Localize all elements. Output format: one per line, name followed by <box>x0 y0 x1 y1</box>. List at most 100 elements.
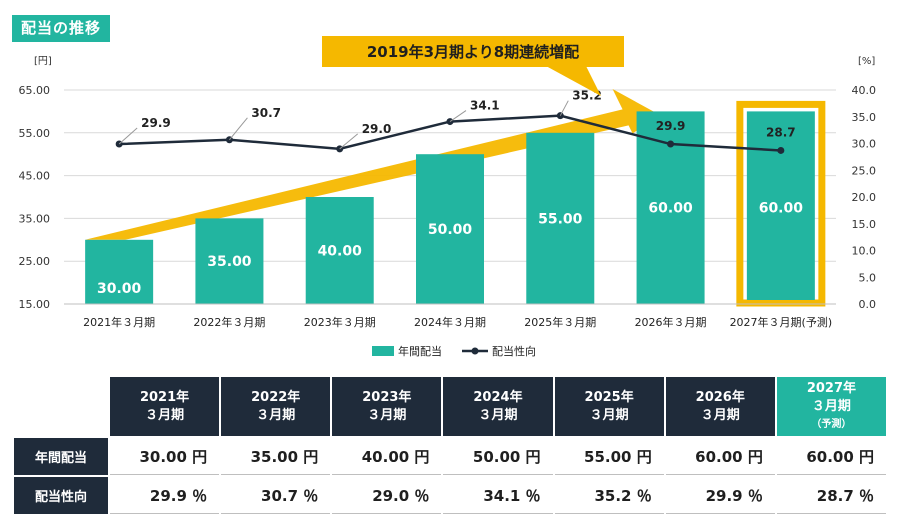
bar-series: 30.00 35.00 40.00 50.00 55.00 60.00 60.00 <box>85 100 826 307</box>
header-year: 2024年 <box>473 389 523 405</box>
dividend-table: 2021年 ３月期 2022年 ３月期 2023年 ３月期 2024年 ３月期 2025… <box>12 375 888 516</box>
table-header-2026: 2026年 ３月期 <box>665 377 775 436</box>
table-cell: 29.9 ％ <box>665 477 775 514</box>
line-value-label: 28.7 <box>766 125 796 139</box>
bar <box>416 154 484 304</box>
legend-layer: 年間配当 配当性向 <box>372 344 536 358</box>
header-period: ３月期 <box>256 407 296 423</box>
label-leader <box>118 127 138 145</box>
table-header-2025: 2025年 ３月期 <box>554 377 664 436</box>
table-cell: 30.7 ％ <box>221 477 331 514</box>
y-left-tick-label: 35.00 <box>19 212 51 225</box>
bar-value-label: 60.00 <box>648 201 693 217</box>
header-year: 2027年 <box>806 380 857 396</box>
table-cell: 60.00 円 <box>665 438 775 475</box>
legend-label-bar: 年間配当 <box>398 344 442 358</box>
legend-swatch-point <box>471 347 479 355</box>
table-header-2021: 2021年 ３月期 <box>110 377 220 436</box>
table-cell: 35.2 ％ <box>554 477 664 514</box>
bar-value-label: 50.00 <box>428 222 473 238</box>
y-left-tick-label: 65.00 <box>19 84 51 97</box>
bar-value-label: 60.00 <box>759 201 804 217</box>
bar <box>746 111 815 301</box>
y-left-unit: [円] <box>34 56 52 67</box>
y-right-tick-label: 10.0 <box>852 245 877 258</box>
header-year: 2026年 <box>695 389 745 405</box>
line-value-label: 29.9 <box>141 116 171 130</box>
y-right-tick-label: 20.0 <box>852 191 877 204</box>
label-leader <box>449 110 467 122</box>
legend-swatch-bar <box>372 346 394 356</box>
label-leader <box>339 133 359 150</box>
x-tick-label: 2025年３月期 <box>524 315 596 329</box>
table-header-2024: 2024年 ３月期 <box>443 377 553 436</box>
header-period: ３月期 <box>367 407 407 423</box>
bar <box>195 218 264 304</box>
line-value-label: 34.1 <box>470 99 500 113</box>
header-year: 2021年 <box>139 389 190 405</box>
table-header-2022: 2022年 ３月期 <box>221 377 331 436</box>
table-cell: 30.00 円 <box>110 438 220 475</box>
line-value-label: 29.9 <box>656 119 686 133</box>
header-note: （予測） <box>811 418 852 430</box>
y-right-tick-label: 35.0 <box>852 111 877 124</box>
table-cell: 55.00 円 <box>554 438 664 475</box>
y-right-tick-label: 5.0 <box>859 271 877 284</box>
line-value-label: 30.7 <box>251 106 281 120</box>
chart-title: 配当の推移 <box>12 15 111 42</box>
bar <box>85 239 154 304</box>
header-period: ３月期 <box>589 407 629 423</box>
y-right-tick-label: 0.0 <box>859 298 877 311</box>
line-point <box>667 140 675 148</box>
dividend-chart: 30.00 35.00 40.00 50.00 55.00 60.00 60.00 29.9… <box>19 36 877 358</box>
table-row: 配当性向 29.9 ％ 30.7 ％ 29.0 ％ 34.1 ％ 35.2 ％ … <box>14 477 886 514</box>
bar-value-label: 35.00 <box>207 254 252 270</box>
table-header-2023: 2023年 ３月期 <box>332 377 442 436</box>
callout-pointer <box>546 66 601 96</box>
bar-value-label: 40.00 <box>318 244 363 260</box>
label-leader <box>229 117 248 141</box>
table-cell: 34.1 ％ <box>443 477 553 514</box>
x-tick-label: 2021年３月期 <box>83 315 155 329</box>
y-right-tick-label: 15.0 <box>852 218 877 231</box>
header-year: 2022年 <box>251 389 301 405</box>
x-tick-label: 2022年３月期 <box>193 315 265 329</box>
table-header-2027: 2027年 ３月期 （予測） <box>776 377 886 436</box>
callout-box <box>322 36 624 67</box>
y-left-tick-label: 25.00 <box>19 255 51 268</box>
callout-layer: 2019年3月期より8期連続増配 <box>322 36 624 96</box>
legend-label-line: 配当性向 <box>492 344 536 358</box>
line-point <box>777 146 785 154</box>
table-header-row: 2021年 ３月期 2022年 ３月期 2023年 ３月期 2024年 ３月期 2025… <box>14 377 886 436</box>
table-row: 年間配当 30.00 円 35.00 円 40.00 円 50.00 円 55.… <box>14 438 886 475</box>
line-value-label: 29.0 <box>362 122 392 136</box>
bar-value-label: 30.00 <box>97 281 142 297</box>
table-cell: 28.7 ％ <box>776 477 886 514</box>
forecast-highlight-frame <box>736 100 826 307</box>
x-tick-label: 2026年３月期 <box>635 315 707 329</box>
y-left-tick-label: 15.00 <box>19 298 51 311</box>
label-leader <box>559 100 569 116</box>
header-period: ３月期 <box>478 407 518 423</box>
table-cell: 35.00 円 <box>221 438 331 475</box>
table-cell: 29.0 ％ <box>332 477 442 514</box>
header-year: 2025年 <box>584 389 634 405</box>
row-label-payout: 配当性向 <box>14 477 108 514</box>
table-corner <box>14 377 108 436</box>
header-period: ３月期 <box>811 398 851 414</box>
y-right-tick-label: 25.0 <box>852 164 877 177</box>
header-year: 2023年 <box>362 389 412 405</box>
header-period: ３月期 <box>700 407 740 423</box>
header-period: ３月期 <box>145 407 185 423</box>
table-cell: 29.9 ％ <box>110 477 220 514</box>
x-tick-label: 2024年３月期 <box>414 315 486 329</box>
line-series: 29.930.729.034.135.229.9 28.7 <box>115 89 796 154</box>
y-right-tick-label: 30.0 <box>852 138 877 151</box>
y-right-unit: [%] <box>858 56 875 67</box>
row-label-dividend: 年間配当 <box>14 438 108 475</box>
y-left-tick-label: 45.00 <box>19 170 51 183</box>
y-left-tick-label: 55.00 <box>19 127 51 140</box>
bar <box>305 197 374 304</box>
bar <box>526 132 595 304</box>
table-cell: 50.00 円 <box>443 438 553 475</box>
